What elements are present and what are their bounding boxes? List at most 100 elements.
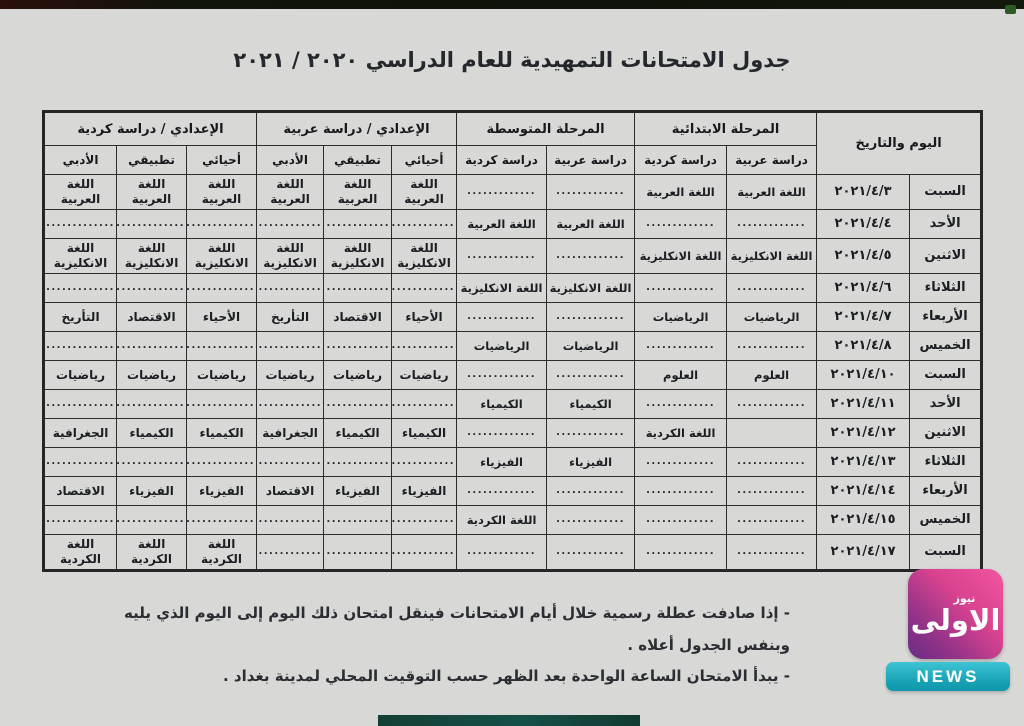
date-cell: ٢٠٢١/٤/٨: [816, 331, 911, 361]
header-day-date: اليوم والتاريخ: [816, 111, 983, 175]
page-title: جدول الامتحانات التمهيدية للعام الدراسي …: [233, 48, 791, 72]
subject-cell: .............: [42, 273, 118, 303]
subject-cell: .............: [256, 447, 325, 477]
subheader-primary-arabic-study: دراسة عربية: [726, 145, 818, 175]
subject-cell: .............: [186, 209, 258, 239]
subject-cell: الفيزياء: [546, 447, 636, 477]
subject-cell: .............: [726, 331, 818, 361]
subject-cell: .............: [456, 360, 548, 390]
subject-cell: التأريخ: [42, 302, 118, 332]
day-cell: السبت: [909, 534, 983, 571]
subheader-prep-arabic-biology: أحيائي: [391, 145, 458, 175]
subject-cell: .............: [186, 389, 258, 419]
table-row: الأحد ٢٠٢١/٤/٤.......................... ا…: [42, 209, 983, 239]
subject-cell: اللغة العربية: [256, 174, 325, 210]
subject-cell: اللغة العربية: [391, 174, 458, 210]
subject-cell: الأحياء: [186, 302, 258, 332]
subject-cell: .............: [256, 534, 325, 571]
subject-cell: .............: [726, 534, 818, 571]
subject-cell: .............: [634, 476, 728, 506]
subject-cell: اللغة الانكليزية: [391, 238, 458, 274]
subject-cell: .............: [634, 534, 728, 571]
subject-cell: رياضيات: [42, 360, 118, 390]
subject-cell: .............: [726, 273, 818, 303]
date-cell: ٢٠٢١/٤/١٤: [816, 476, 911, 506]
subject-cell: اللغة الانكليزية: [323, 238, 393, 274]
day-cell: السبت: [909, 360, 983, 390]
subject-cell: الجغرافية: [256, 418, 325, 448]
logo-sub-text: نيوز: [953, 591, 976, 605]
subject-cell: .............: [634, 447, 728, 477]
day-cell: الخميس: [909, 505, 983, 535]
subheader-intermediate-kurdish-study: دراسة كردية: [456, 145, 548, 175]
subject-cell: .............: [546, 360, 636, 390]
subheader-prep-arabic-literary: الأدبي: [256, 145, 325, 175]
subject-cell: .............: [546, 302, 636, 332]
subject-cell: الكيمياء: [456, 389, 548, 419]
subject-cell: .............: [634, 331, 728, 361]
table-row: السبت ٢٠٢١/٤/٣ اللغة العربية اللغة العربية.…: [42, 174, 983, 210]
subject-cell: الأحياء: [391, 302, 458, 332]
subject-cell: .............: [116, 209, 188, 239]
footnote-line: - إذا صادفت عطلة رسمية خلال أيام الامتحا…: [124, 604, 790, 654]
subject-cell: .............: [323, 505, 393, 535]
exam-table-body: السبت ٢٠٢١/٤/٣ اللغة العربية اللغة العربية.…: [42, 174, 983, 571]
subject-cell: العلوم: [634, 360, 728, 390]
day-cell: السبت: [909, 174, 983, 210]
date-cell: ٢٠٢١/٤/١٠: [816, 360, 911, 390]
news-channel-logo: نيوز الاولى NEWS: [886, 569, 1010, 691]
subject-cell: .............: [323, 331, 393, 361]
subject-cell: .............: [634, 209, 728, 239]
date-cell: ٢٠٢١/٤/٧: [816, 302, 911, 332]
header-preparatory-kurdish: الإعدادي / دراسة كردية: [42, 111, 258, 146]
subject-cell: الرياضيات: [546, 331, 636, 361]
subject-cell: .............: [391, 505, 458, 535]
subject-cell: .............: [186, 447, 258, 477]
subject-cell: الفيزياء: [186, 476, 258, 506]
subject-cell: اللغة العربية: [634, 174, 728, 210]
subject-cell: الاقتصاد: [323, 302, 393, 332]
subject-cell: .............: [186, 273, 258, 303]
subject-cell: .............: [456, 534, 548, 571]
subject-cell: .............: [634, 273, 728, 303]
subject-cell: .............: [256, 389, 325, 419]
subject-cell: .............: [256, 273, 325, 303]
header-intermediate-stage: المرحلة المتوسطة: [456, 111, 636, 146]
subject-cell: اللغة الانكليزية: [42, 238, 118, 274]
subject-cell: .............: [256, 209, 325, 239]
date-cell: ٢٠٢١/٤/٥: [816, 238, 911, 274]
subject-cell: .............: [116, 447, 188, 477]
header-preparatory-arabic: الإعدادي / دراسة عربية: [256, 111, 458, 146]
day-cell: الثلاثاء: [909, 447, 983, 477]
subject-cell: الكيمياء: [391, 418, 458, 448]
table-row: الثلاثاء ٢٠٢١/٤/١٣.......................…: [42, 447, 983, 477]
subject-cell: الاقتصاد: [116, 302, 188, 332]
subject-cell: .............: [546, 174, 636, 210]
subject-cell: الاقتصاد: [256, 476, 325, 506]
subject-cell: الرياضيات: [726, 302, 818, 332]
subject-cell: .............: [726, 447, 818, 477]
subject-cell: .............: [456, 174, 548, 210]
table-row: الاثنين ٢٠٢١/٤/١٢ اللغة الكردية...........…: [42, 418, 983, 448]
subject-cell: .............: [323, 389, 393, 419]
subject-cell: .............: [186, 505, 258, 535]
subject-cell: .............: [116, 505, 188, 535]
subheader-prep-kurdish-applied: تطبيقي: [116, 145, 188, 175]
subject-cell: .............: [42, 209, 118, 239]
subject-cell: الكيمياء: [546, 389, 636, 419]
subject-cell: الكيمياء: [116, 418, 188, 448]
subject-cell: .............: [546, 476, 636, 506]
subject-cell: اللغة العربية: [116, 174, 188, 210]
day-cell: الأحد: [909, 389, 983, 419]
subject-cell: .............: [323, 273, 393, 303]
subject-cell: الرياضيات: [456, 331, 548, 361]
subject-cell: .............: [186, 331, 258, 361]
subject-cell: الاقتصاد: [42, 476, 118, 506]
subject-cell: اللغة الانكليزية: [456, 273, 548, 303]
subject-cell: العلوم: [726, 360, 818, 390]
subheader-prep-kurdish-literary: الأدبي: [42, 145, 118, 175]
subject-cell: .............: [456, 476, 548, 506]
subject-cell: .............: [391, 273, 458, 303]
footnotes: - إذا صادفت عطلة رسمية خلال أيام الامتحا…: [90, 598, 790, 693]
date-cell: ٢٠٢١/٤/١٣: [816, 447, 911, 477]
